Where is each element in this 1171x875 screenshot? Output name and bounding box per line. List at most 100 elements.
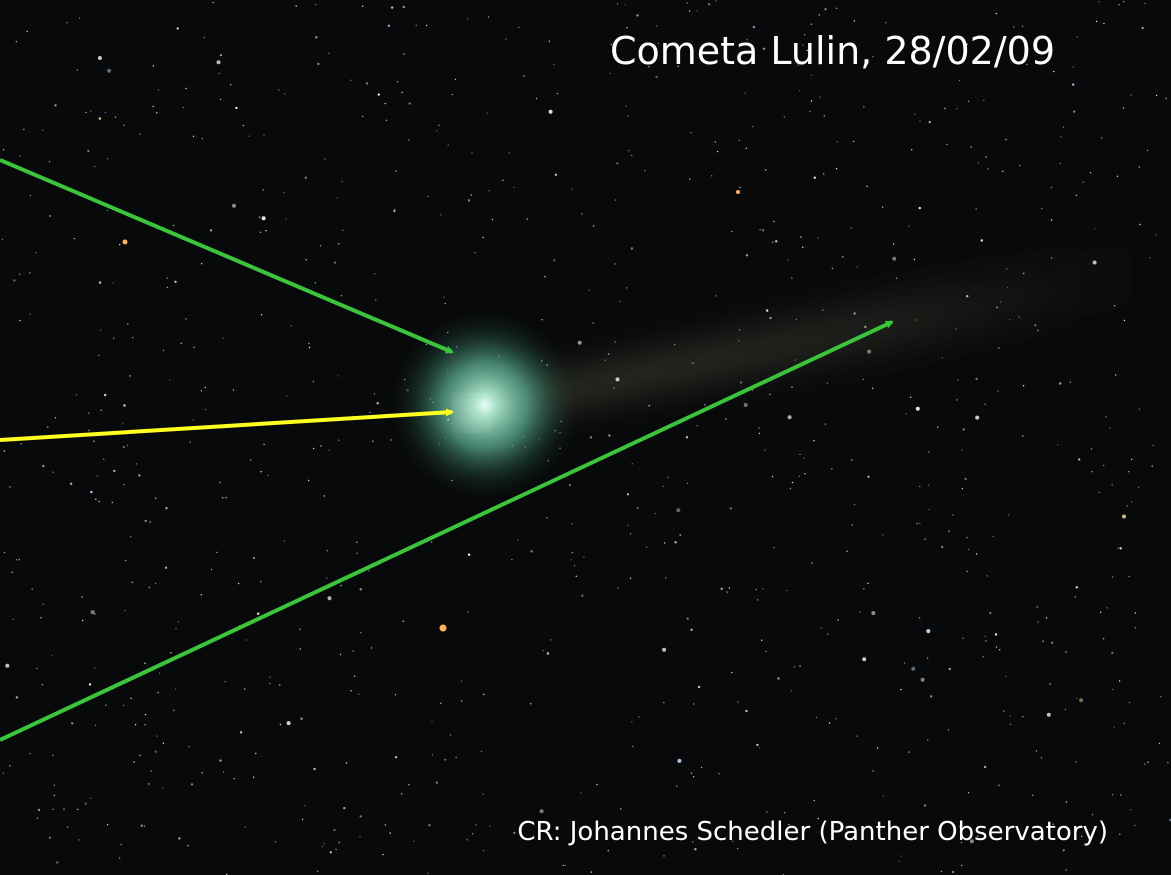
star	[52, 808, 54, 811]
bright-star	[439, 624, 447, 632]
star	[716, 150, 719, 153]
star	[460, 680, 463, 682]
star	[926, 629, 931, 634]
star	[390, 439, 392, 441]
star	[29, 752, 31, 755]
star	[319, 245, 322, 247]
star	[648, 66, 650, 68]
star	[301, 818, 304, 821]
star	[201, 772, 203, 774]
star	[1103, 22, 1105, 25]
star	[177, 621, 180, 623]
star	[508, 152, 510, 154]
star	[976, 553, 978, 555]
star	[798, 664, 802, 668]
star	[1034, 324, 1037, 327]
star	[696, 425, 698, 427]
star	[1151, 465, 1153, 467]
star	[1137, 486, 1140, 488]
star	[3, 551, 6, 554]
star	[773, 220, 775, 223]
star	[328, 449, 330, 451]
star	[737, 701, 739, 703]
star	[715, 0, 717, 2]
star	[539, 809, 544, 814]
star	[54, 104, 57, 107]
star	[885, 22, 887, 24]
star	[368, 570, 370, 572]
star	[88, 412, 90, 414]
star	[119, 243, 121, 246]
star	[48, 836, 52, 839]
star	[951, 870, 955, 874]
star	[1041, 208, 1043, 210]
star	[998, 347, 1000, 349]
star	[1128, 575, 1130, 578]
star	[797, 64, 799, 66]
star	[1111, 651, 1114, 655]
star	[923, 804, 927, 807]
star	[989, 611, 992, 615]
star	[697, 685, 701, 689]
star	[969, 839, 974, 844]
star	[937, 426, 939, 428]
star	[212, 1, 214, 4]
star	[546, 652, 550, 655]
star	[144, 713, 147, 716]
star	[396, 81, 399, 83]
star	[63, 808, 65, 810]
star	[1119, 547, 1122, 550]
star	[219, 481, 221, 484]
star	[1123, 319, 1126, 322]
star	[1072, 83, 1075, 86]
star	[992, 535, 994, 538]
star	[827, 633, 829, 635]
star	[872, 56, 874, 58]
star	[382, 853, 384, 856]
star	[95, 498, 97, 500]
star	[238, 582, 240, 585]
star	[96, 475, 98, 477]
star	[304, 804, 306, 807]
star	[440, 702, 442, 704]
star	[826, 382, 829, 384]
star	[975, 208, 977, 210]
star	[148, 586, 150, 589]
star	[1006, 268, 1008, 270]
star	[791, 277, 793, 279]
star	[772, 241, 774, 243]
star	[15, 40, 18, 43]
star	[898, 860, 901, 862]
star	[13, 279, 16, 282]
star	[428, 824, 431, 827]
star	[743, 403, 748, 407]
star	[356, 552, 358, 555]
star	[1105, 416, 1107, 418]
star	[143, 825, 146, 827]
star	[977, 162, 979, 164]
star	[431, 754, 434, 756]
star	[553, 63, 555, 66]
star	[269, 676, 271, 678]
star	[783, 116, 785, 118]
star	[279, 684, 281, 686]
star	[374, 273, 376, 275]
star	[1138, 408, 1141, 410]
star	[517, 539, 519, 541]
star	[715, 295, 717, 297]
star	[1126, 505, 1128, 507]
star	[395, 170, 397, 172]
star	[98, 354, 100, 357]
star	[771, 475, 774, 478]
star	[956, 399, 958, 401]
star	[1112, 688, 1114, 691]
star	[482, 849, 485, 852]
star	[299, 648, 301, 650]
star	[995, 12, 997, 15]
star	[911, 149, 913, 151]
star	[700, 766, 703, 769]
star	[1122, 516, 1124, 518]
star	[686, 617, 689, 620]
star	[340, 295, 343, 297]
star	[29, 194, 32, 197]
